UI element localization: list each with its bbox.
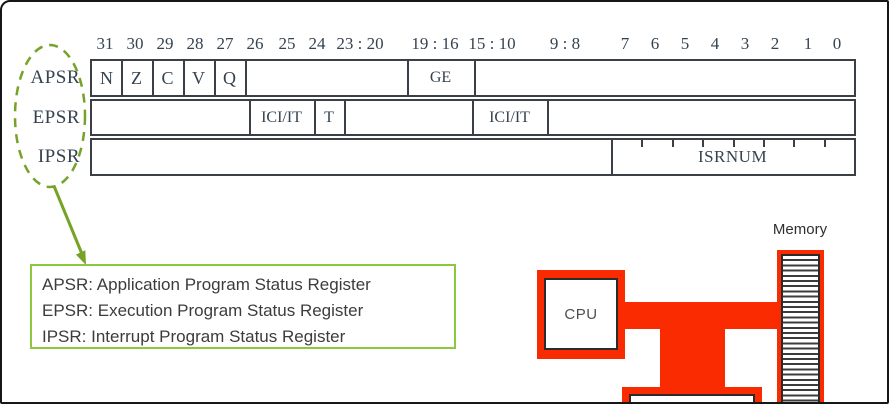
cell-divider bbox=[611, 140, 613, 174]
bit-label-7: 7 bbox=[620, 34, 630, 53]
ipsr-row-label: IPSR bbox=[37, 146, 80, 167]
apsr-c-flag: C bbox=[161, 67, 174, 88]
cell-divider bbox=[152, 61, 154, 95]
cell-divider bbox=[474, 61, 476, 95]
apsr-row-label: APSR bbox=[30, 67, 80, 88]
bit-label-29: 29 bbox=[156, 34, 174, 53]
cell-divider bbox=[245, 61, 247, 95]
callout-arrow-line bbox=[52, 185, 84, 255]
bit-label-25: 25 bbox=[278, 34, 296, 53]
bit-label-1: 1 bbox=[803, 34, 813, 53]
bit-label-30: 30 bbox=[126, 34, 144, 53]
bit-label-4: 4 bbox=[710, 34, 720, 53]
apsr-n-flag: N bbox=[100, 67, 113, 88]
legend-line-apsr: APSR: Application Program Status Registe… bbox=[42, 275, 371, 294]
bit-label-9-8: 9 : 8 bbox=[549, 34, 581, 53]
legend-line-epsr: EPSR: Execution Program Status Register bbox=[42, 301, 364, 320]
bit-tick bbox=[702, 140, 705, 147]
epsr-register-row: ICI/IT T ICI/IT bbox=[90, 99, 856, 136]
bit-tick bbox=[762, 140, 765, 147]
memory-cells bbox=[781, 254, 820, 402]
cell-divider bbox=[547, 101, 549, 134]
bit-label-24: 24 bbox=[308, 34, 326, 53]
peripheral-box bbox=[629, 394, 755, 402]
epsr-ici-it-high-field: ICI/IT bbox=[261, 108, 302, 126]
cpu-memory-bus bbox=[625, 302, 777, 329]
callout-arrowhead bbox=[75, 250, 86, 265]
bit-tick bbox=[793, 140, 796, 147]
bit-label-19-16: 19 : 16 bbox=[411, 34, 459, 53]
apsr-q-flag: Q bbox=[223, 67, 236, 88]
bus-branch bbox=[660, 329, 725, 389]
apsr-v-flag: V bbox=[192, 67, 205, 88]
bit-label-2: 2 bbox=[770, 34, 780, 53]
bit-label-0: 0 bbox=[832, 34, 842, 53]
cell-divider bbox=[183, 61, 185, 95]
apsr-register-row: N Z C V Q GE bbox=[90, 59, 856, 97]
cell-divider bbox=[314, 101, 316, 134]
bit-label-6: 6 bbox=[650, 34, 660, 53]
bit-tick bbox=[641, 140, 644, 147]
legend-line-ipsr: IPSR: Interrupt Program Status Register bbox=[42, 327, 346, 346]
cell-divider bbox=[121, 61, 123, 95]
bit-label-27: 27 bbox=[216, 34, 234, 53]
isrnum-label: ISRNUM bbox=[697, 147, 768, 166]
bit-tick bbox=[823, 140, 826, 147]
bit-label-28: 28 bbox=[186, 34, 204, 53]
apsr-ge-field: GE bbox=[429, 69, 452, 86]
cell-divider bbox=[214, 61, 216, 95]
apsr-z-flag: Z bbox=[131, 67, 142, 88]
peripheral-block bbox=[622, 387, 762, 402]
bit-label-23-20: 23 : 20 bbox=[336, 34, 384, 53]
bit-label-15-10: 15 : 10 bbox=[468, 34, 516, 53]
cell-divider bbox=[472, 101, 474, 134]
epsr-ici-it-low-field: ICI/IT bbox=[489, 108, 530, 126]
bit-label-5: 5 bbox=[680, 34, 690, 53]
bit-tick bbox=[732, 140, 735, 147]
bit-label-31: 31 bbox=[96, 34, 114, 53]
legend-box: APSR: Application Program Status Registe… bbox=[30, 264, 456, 349]
memory-block bbox=[777, 250, 824, 402]
ipsr-isrnum-field: ISRNUM bbox=[611, 140, 854, 174]
bit-tick bbox=[671, 140, 674, 147]
cpu-box: CPU bbox=[544, 278, 618, 350]
memory-label: Memory bbox=[772, 221, 828, 238]
cpu-block: CPU bbox=[537, 270, 625, 359]
epsr-row-label: EPSR bbox=[32, 107, 80, 128]
cell-divider bbox=[407, 61, 409, 95]
epsr-t-bit: T bbox=[324, 108, 334, 126]
ipsr-register-row: ISRNUM bbox=[90, 138, 856, 176]
bit-label-3: 3 bbox=[740, 34, 750, 53]
cell-divider bbox=[344, 101, 346, 134]
cell-divider bbox=[249, 101, 251, 134]
bit-label-26: 26 bbox=[246, 34, 264, 53]
